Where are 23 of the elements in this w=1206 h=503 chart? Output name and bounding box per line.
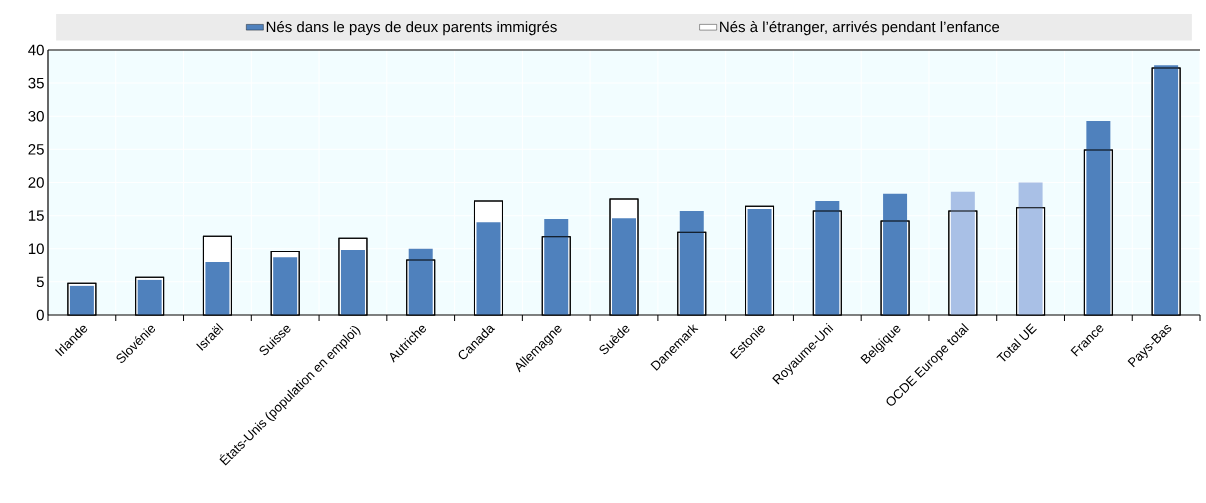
bar bbox=[544, 218, 569, 315]
y-tick-label: 0 bbox=[36, 309, 44, 321]
bar bbox=[408, 248, 433, 315]
y-tick-label: 15 bbox=[28, 210, 44, 221]
y-tick-label: 25 bbox=[28, 144, 44, 155]
bar bbox=[205, 262, 230, 315]
bar bbox=[612, 218, 637, 315]
bar bbox=[883, 193, 908, 315]
bar bbox=[679, 210, 704, 315]
y-tick-label: 10 bbox=[28, 243, 44, 255]
bar bbox=[815, 201, 840, 315]
bar bbox=[1018, 182, 1043, 315]
bar bbox=[950, 191, 975, 315]
y-tick-label: 30 bbox=[28, 110, 44, 122]
legend-label: Nés dans le pays de deux parents immigrés bbox=[266, 20, 557, 36]
legend-label: Nés à l’étranger, arrivés pendant l’enfance bbox=[720, 20, 1000, 36]
y-tick-label: 40 bbox=[28, 44, 44, 56]
bar bbox=[340, 250, 365, 315]
bar bbox=[476, 222, 501, 315]
y-tick-label: 20 bbox=[28, 177, 44, 188]
y-tick-label: 5 bbox=[36, 276, 44, 288]
y-tick-label: 35 bbox=[28, 77, 44, 89]
bar bbox=[1086, 120, 1111, 315]
